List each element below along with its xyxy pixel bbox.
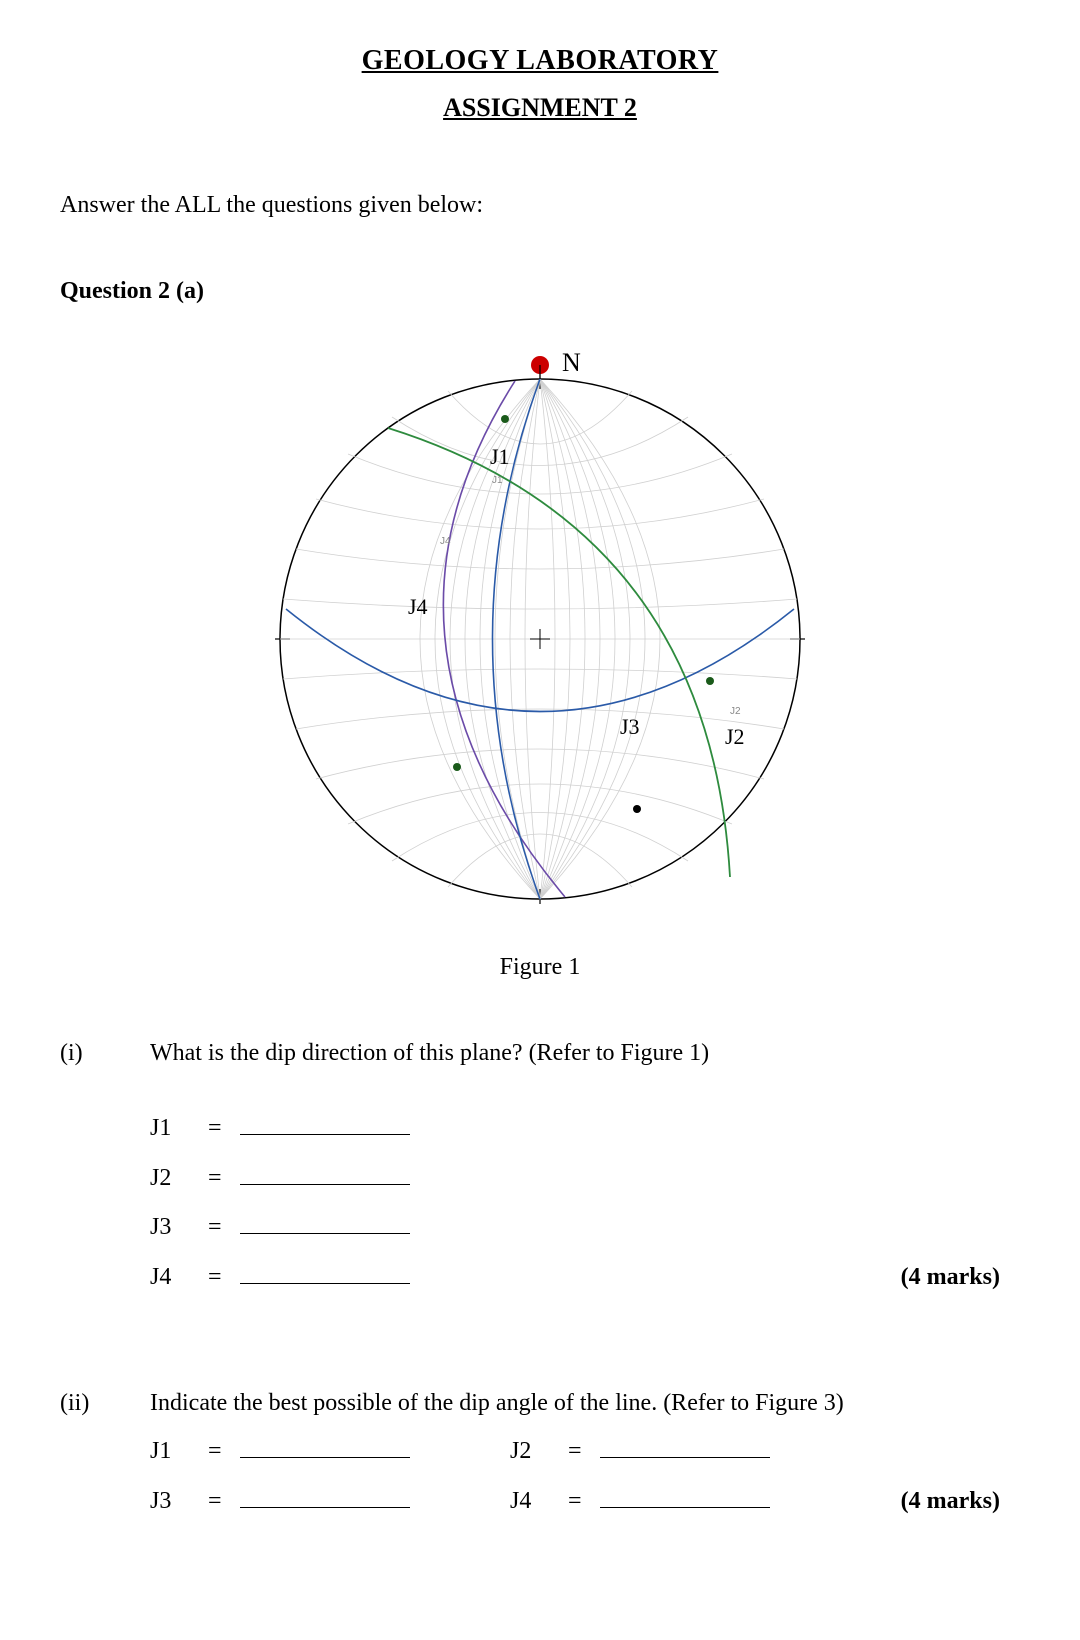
part-i-row: (i) What is the dip direction of this pl…	[60, 1035, 1020, 1071]
svg-text:J4: J4	[408, 594, 428, 619]
answer-blank[interactable]	[240, 1156, 410, 1185]
answer-label-j1: J1	[150, 1110, 190, 1146]
part-i-answers: J1 = J2 = J3 = J4 = (4 marks)	[150, 1106, 1020, 1305]
equals-sign: =	[208, 1433, 222, 1469]
answer-blank[interactable]	[240, 1479, 410, 1508]
title-block: GEOLOGY LABORATORY ASSIGNMENT 2	[60, 40, 1020, 127]
answer-blank[interactable]	[600, 1479, 770, 1508]
part-i-label: (i)	[60, 1035, 110, 1071]
title-sub: ASSIGNMENT 2	[60, 88, 1020, 127]
equals-sign: =	[208, 1110, 222, 1146]
part-i-text: What is the dip direction of this plane?…	[150, 1035, 709, 1071]
part-ii-block: (ii) Indicate the best possible of the d…	[60, 1385, 1020, 1519]
stereonet-diagram: N J1 J1 J4 J4 J3 J2 J2	[250, 329, 830, 929]
figure-container: N J1 J1 J4 J4 J3 J2 J2 Figure 1	[60, 329, 1020, 985]
part-i-marks: (4 marks)	[901, 1259, 1020, 1295]
answer-blank[interactable]	[240, 1106, 410, 1135]
answer-blank[interactable]	[240, 1255, 410, 1284]
svg-text:J3: J3	[620, 714, 640, 739]
equals-sign: =	[208, 1259, 222, 1295]
title-main: GEOLOGY LABORATORY	[60, 40, 1020, 82]
answer-blank[interactable]	[240, 1429, 410, 1458]
figure-caption: Figure 1	[500, 949, 581, 985]
answer-label-j3: J3	[150, 1209, 190, 1245]
part-ii-marks: (4 marks)	[901, 1483, 1020, 1519]
question-heading: Question 2 (a)	[60, 273, 1020, 309]
equals-sign: =	[208, 1209, 222, 1245]
equals-sign: =	[568, 1483, 582, 1519]
equals-sign: =	[208, 1160, 222, 1196]
answer-label-j4: J4	[150, 1259, 190, 1295]
answer-label-j2: J2	[150, 1160, 190, 1196]
answer-label-j1-ii: J1	[150, 1433, 190, 1469]
answer-label-j2-ii: J2	[510, 1433, 550, 1469]
svg-text:J4: J4	[440, 536, 451, 547]
equals-sign: =	[568, 1433, 582, 1469]
svg-text:J2: J2	[725, 724, 745, 749]
svg-text:J1: J1	[490, 444, 510, 469]
answer-label-j3-ii: J3	[150, 1483, 190, 1519]
north-label: N	[562, 348, 581, 377]
instruction-text: Answer the ALL the questions given below…	[60, 187, 1020, 223]
answer-blank[interactable]	[600, 1429, 770, 1458]
answer-blank[interactable]	[240, 1206, 410, 1235]
equals-sign: =	[208, 1483, 222, 1519]
svg-text:J2: J2	[730, 706, 741, 717]
svg-text:J1: J1	[492, 475, 503, 486]
answer-label-j4-ii: J4	[510, 1483, 550, 1519]
part-ii-label: (ii)	[60, 1385, 110, 1421]
part-ii-text: Indicate the best possible of the dip an…	[150, 1385, 844, 1421]
